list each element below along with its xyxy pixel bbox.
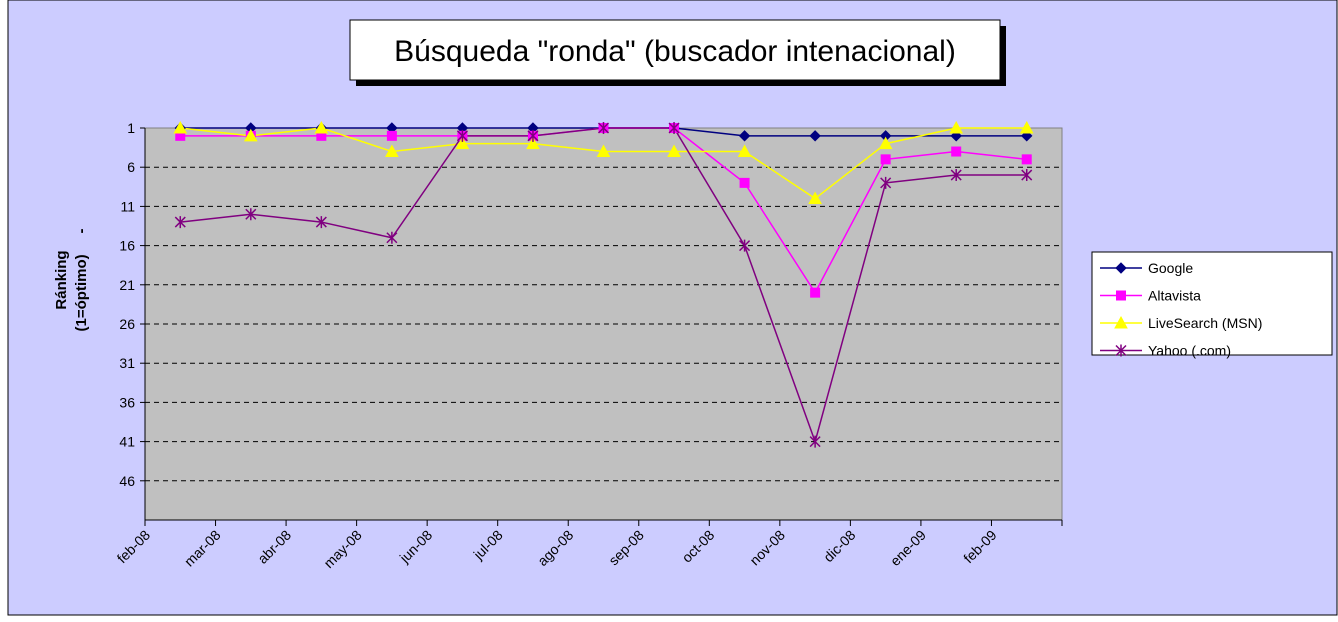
- data-point: [668, 122, 680, 134]
- data-point: [1021, 169, 1033, 182]
- data-point: [739, 177, 750, 188]
- data-point: [739, 239, 751, 252]
- data-point: [243, 128, 258, 142]
- legend-marker: [1114, 315, 1128, 329]
- data-point: [808, 191, 822, 205]
- data-point: [949, 120, 964, 134]
- y-tick-label: 11: [120, 198, 135, 214]
- data-point: [1021, 154, 1032, 165]
- data-point: [737, 144, 752, 158]
- data-point: [810, 287, 821, 298]
- y-tick-label: 21: [119, 277, 135, 293]
- data-point: [455, 136, 470, 150]
- data-point: [809, 435, 821, 448]
- data-point: [527, 129, 539, 142]
- legend-label: Altavista: [1148, 288, 1201, 304]
- y-tick-label: 31: [119, 355, 135, 371]
- legend: [1091, 251, 1333, 356]
- data-point: [597, 122, 610, 134]
- y-tick-label: 26: [119, 316, 135, 332]
- data-point: [596, 144, 611, 158]
- data-point: [880, 176, 892, 189]
- data-point: [386, 130, 397, 141]
- y-tick-label: 41: [119, 434, 135, 450]
- data-point: [314, 120, 329, 134]
- plot-area: [144, 127, 1063, 521]
- y-tick-label: 36: [119, 394, 135, 410]
- data-point: [1019, 120, 1034, 134]
- data-point: [173, 120, 188, 134]
- data-point: [878, 136, 893, 150]
- y-tick-label: 6: [127, 159, 135, 175]
- legend-marker: [1115, 262, 1127, 274]
- y-axis-label-line: Ránking: [53, 250, 70, 309]
- data-point: [526, 136, 540, 150]
- chart-title: Búsqueda "ronda" (buscador intenacional): [394, 35, 956, 68]
- data-point: [950, 169, 962, 182]
- data-point: [386, 231, 398, 244]
- y-axis-label-line: (1=óptimo) -: [73, 229, 90, 332]
- data-point: [456, 129, 468, 142]
- data-point: [809, 130, 821, 142]
- data-point: [385, 144, 399, 158]
- data-point: [880, 154, 891, 165]
- legend-label: Google: [1148, 260, 1193, 276]
- data-point: [174, 216, 186, 229]
- y-axis-label: Ránking (1=óptimo) -: [53, 229, 90, 332]
- data-point: [738, 130, 751, 142]
- legend-label: LiveSearch (MSN): [1148, 315, 1262, 331]
- data-point: [245, 208, 257, 221]
- data-point: [667, 144, 681, 158]
- y-tick-label: 46: [119, 473, 135, 489]
- legend-marker: [1115, 344, 1127, 357]
- y-tick-label: 1: [127, 120, 135, 136]
- legend-label: Yahoo (.com): [1148, 343, 1231, 359]
- y-tick-label: 16: [119, 238, 135, 254]
- data-point: [951, 146, 962, 157]
- data-point: [315, 216, 327, 229]
- title-box: [349, 19, 1001, 81]
- legend-marker: [1116, 290, 1126, 301]
